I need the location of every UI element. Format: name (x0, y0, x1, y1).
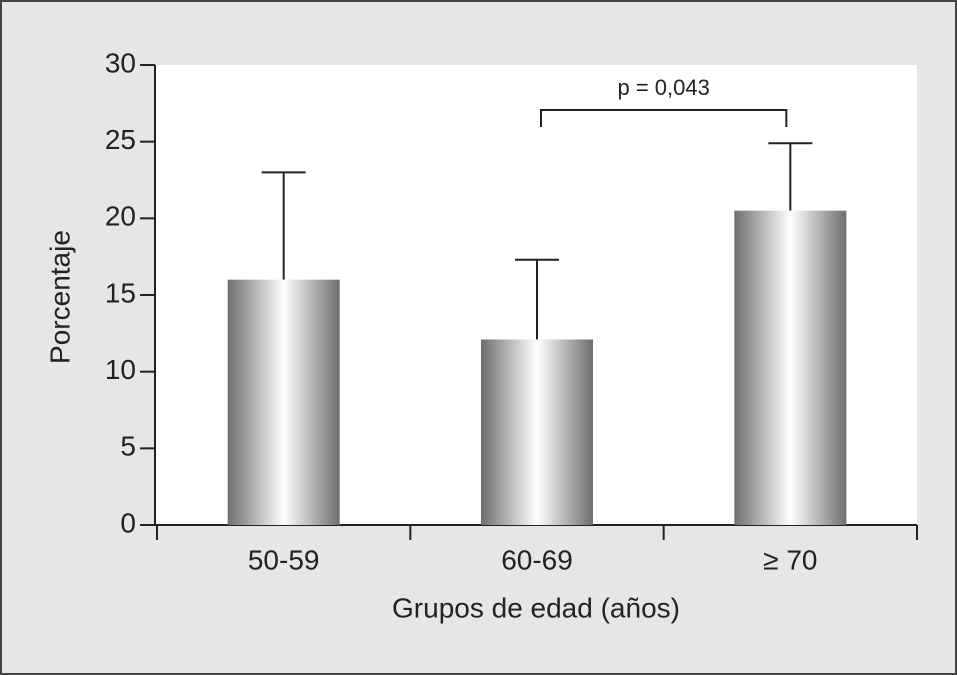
y-tick-label: 20 (105, 201, 136, 232)
y-axis-title: Porcentaje (44, 230, 75, 364)
significance-bracket (540, 109, 788, 127)
annotation: p = 0,043 (617, 75, 709, 100)
bar (227, 279, 340, 525)
y-tick-label: 10 (105, 354, 136, 385)
y-tick-label: 5 (120, 431, 136, 462)
bar (481, 339, 593, 525)
x-tick-label: 50-59 (248, 544, 320, 575)
bar (734, 210, 847, 525)
x-tick-label: ≥ 70 (763, 544, 817, 575)
y-tick-label: 15 (105, 277, 136, 308)
y-tick-label: 25 (105, 124, 136, 155)
x-axis-title: Grupos de edad (años) (392, 592, 680, 623)
x-tick-label: 60-69 (501, 544, 573, 575)
y-tick-label: 30 (105, 47, 136, 78)
y-tick-label: 0 (120, 507, 136, 538)
